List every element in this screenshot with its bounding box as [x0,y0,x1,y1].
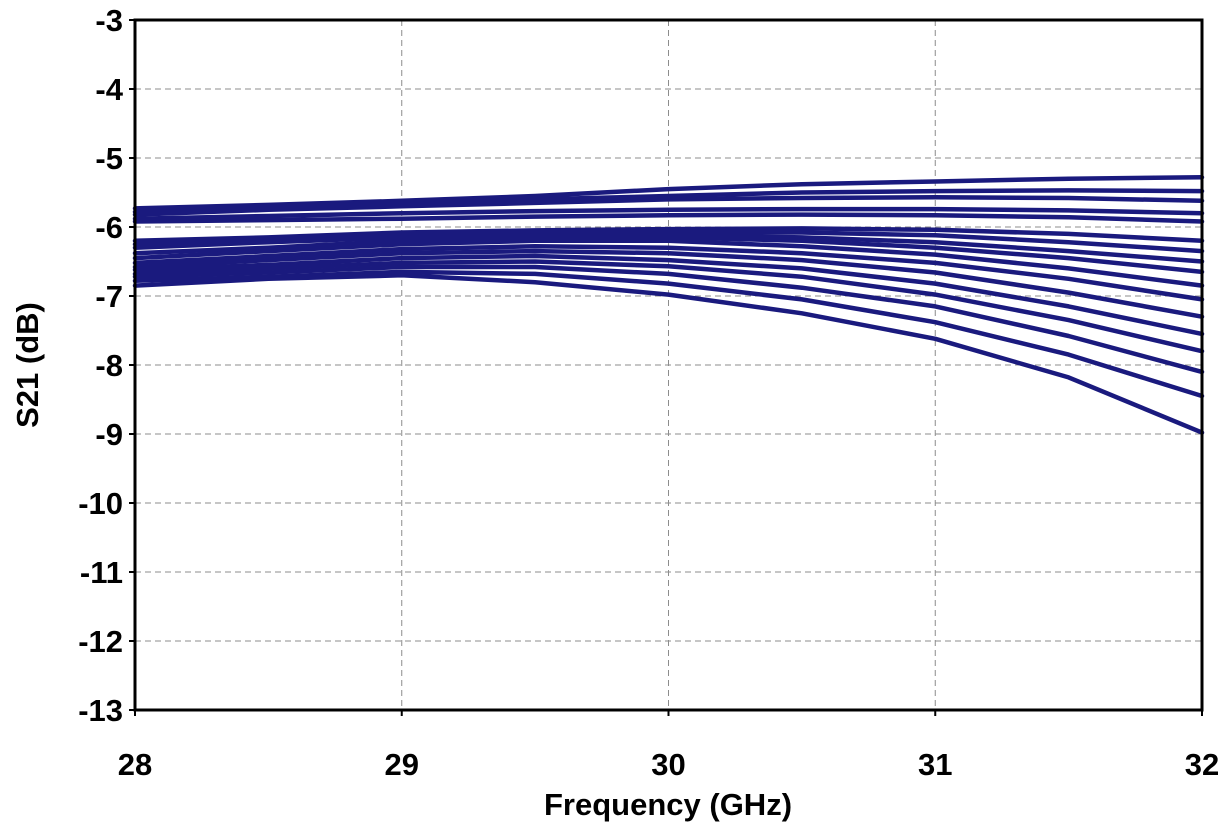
y-tick-label: -3 [95,3,123,38]
series-lines [132,175,1205,435]
series-line-14 [132,259,1205,354]
y-tick-label: -12 [78,624,123,659]
x-axis-title: Frequency (GHz) [544,787,792,822]
series-line-5 [132,212,1205,224]
series-line-17 [132,273,1205,435]
y-tick-label: -7 [95,279,123,314]
y-tick-label: -9 [95,417,123,452]
series-line-13 [132,253,1205,337]
series-line-16 [132,269,1205,399]
series-line-6 [132,226,1205,244]
x-axis-tick-labels: 28 29 30 31 32 [118,747,1219,782]
series-line-3 [132,195,1205,217]
y-tick-label: -13 [78,693,123,728]
series-line-9 [132,235,1205,275]
y-tick-label: -5 [95,141,123,176]
series-line-12 [132,248,1205,319]
x-tick-label: 31 [918,747,952,782]
y-tick-label: -10 [78,486,123,521]
series-line-10 [132,238,1205,288]
y-tick-label: -4 [95,72,123,107]
x-tick-label: 32 [1185,747,1219,782]
grid-lines [135,20,1202,710]
series-line-2 [132,188,1205,215]
y-axis-title: S21 (dB) [10,302,45,428]
series-line-4 [132,206,1205,221]
x-tick-label: 28 [118,747,152,782]
y-tick-label: -6 [95,210,123,245]
series-line-15 [132,264,1205,375]
axis-ticks [129,19,1203,716]
series-line-11 [132,244,1205,302]
y-tick-label: -8 [95,348,123,383]
series-line-1 [132,175,1205,211]
x-tick-label: 29 [385,747,419,782]
y-axis-tick-labels: -3 -4 -5 -6 -7 -8 -9 -10 -11 -12 -13 [78,3,124,728]
x-tick-label: 30 [651,747,685,782]
y-tick-label: -11 [80,555,123,590]
